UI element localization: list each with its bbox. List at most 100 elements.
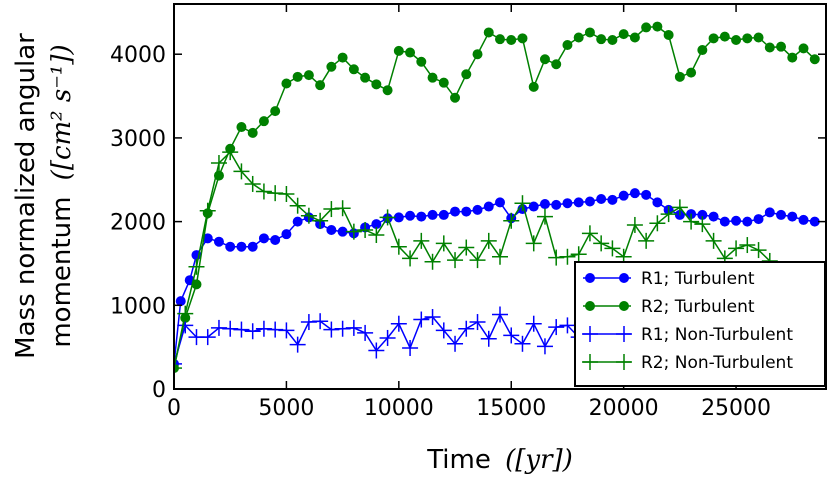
- point-r2-turbulent-57: [809, 54, 820, 65]
- point-r1-turbulent-44: [652, 197, 663, 208]
- point-r1-turbulent-12: [292, 216, 303, 227]
- point-r1-non-turbulent-12: [300, 314, 317, 331]
- legend-entry-r1-turbulent: R1; Turbulent: [583, 269, 755, 289]
- point-r1-turbulent-54: [764, 207, 775, 218]
- point-r2-turbulent-31: [517, 33, 528, 44]
- point-r2-turbulent-44: [663, 29, 674, 40]
- point-r1-turbulent-38: [584, 196, 595, 207]
- point-r2-turbulent-20: [393, 45, 404, 56]
- point-r2-turbulent-7: [247, 127, 258, 138]
- point-r2-non-turbulent-17: [357, 221, 374, 238]
- point-r2-non-turbulent-26: [458, 239, 475, 256]
- legend: R1; Turbulent R2; Turbulent R1; Non-Turbul…: [574, 261, 826, 387]
- point-r2-turbulent-16: [348, 64, 359, 75]
- point-r2-non-turbulent-33: [536, 208, 553, 225]
- point-r1-turbulent-1: [175, 296, 186, 307]
- point-r1-non-turbulent-6: [233, 321, 250, 338]
- point-r2-turbulent-22: [416, 56, 427, 67]
- point-r1-turbulent-21: [393, 212, 404, 223]
- point-r1-turbulent-40: [607, 194, 618, 205]
- point-r2-non-turbulent-44: [660, 206, 677, 223]
- point-r1-turbulent-5: [213, 236, 224, 247]
- point-r1-turbulent-10: [270, 235, 281, 246]
- y-tick-label-0: 0: [152, 378, 166, 403]
- point-r2-non-turbulent-50: [728, 240, 745, 257]
- series-layer: [174, 21, 820, 377]
- point-r1-non-turbulent-34: [548, 319, 565, 336]
- point-r1-non-turbulent-29: [492, 306, 508, 323]
- point-r1-turbulent-41: [618, 190, 629, 201]
- point-r1-non-turbulent-26: [458, 320, 475, 337]
- point-r2-turbulent-24: [438, 77, 449, 88]
- point-r2-turbulent-36: [573, 32, 584, 43]
- point-r1-turbulent-51: [731, 215, 742, 226]
- point-r1-non-turbulent-0: [174, 355, 182, 372]
- point-r1-non-turbulent-17: [357, 324, 374, 341]
- x-axis-label: Time ([yr]): [426, 445, 573, 475]
- point-r1-turbulent-43: [641, 189, 652, 200]
- point-r2-non-turbulent-15: [334, 200, 351, 217]
- point-r2-non-turbulent-5: [222, 144, 239, 161]
- point-r2-turbulent-46: [686, 67, 697, 78]
- point-r1-turbulent-34: [539, 199, 550, 210]
- point-r1-non-turbulent-16: [345, 319, 362, 336]
- point-r2-turbulent-32: [528, 81, 539, 92]
- point-r2-non-turbulent-10: [278, 185, 295, 202]
- point-r2-non-turbulent-11: [289, 197, 306, 214]
- point-r2-non-turbulent-18: [368, 227, 385, 243]
- point-r2-non-turbulent-21: [402, 250, 419, 267]
- point-r1-turbulent-29: [483, 201, 494, 212]
- point-r2-turbulent-41: [629, 32, 640, 43]
- point-r2-turbulent-42: [641, 22, 652, 33]
- x-tick-label-0: 0: [167, 396, 181, 421]
- y-tick-label-3: 3000: [110, 127, 166, 152]
- point-r2-non-turbulent-29: [492, 248, 508, 265]
- point-r2-turbulent-52: [753, 32, 764, 43]
- point-r1-turbulent-52: [742, 216, 753, 227]
- point-r1-turbulent-26: [450, 206, 461, 217]
- point-r2-non-turbulent-36: [570, 246, 587, 263]
- point-r1-turbulent-35: [551, 199, 562, 210]
- point-r2-turbulent-53: [764, 42, 775, 53]
- point-r1-turbulent-23: [416, 211, 427, 222]
- point-r2-turbulent-50: [731, 34, 742, 45]
- point-r1-turbulent-16: [337, 226, 348, 237]
- point-r2-turbulent-56: [798, 43, 809, 54]
- point-r1-turbulent-9: [258, 233, 269, 244]
- point-r2-non-turbulent-4: [210, 155, 227, 172]
- point-r2-turbulent-17: [360, 72, 371, 83]
- point-r2-non-turbulent-24: [435, 235, 452, 252]
- point-r2-turbulent-54: [776, 41, 787, 52]
- point-r2-turbulent-34: [551, 59, 562, 70]
- point-r1-turbulent-36: [562, 198, 573, 209]
- point-r1-non-turbulent-14: [323, 321, 340, 338]
- point-r2-turbulent-28: [483, 27, 494, 38]
- point-r1-non-turbulent-30: [503, 327, 520, 344]
- point-r1-non-turbulent-15: [334, 320, 351, 337]
- point-r2-turbulent-49: [719, 31, 730, 42]
- point-r2-non-turbulent-46: [683, 213, 700, 230]
- point-r2-non-turbulent-34: [548, 249, 565, 266]
- y-axis-unit: ([cm² s⁻¹]): [47, 44, 77, 180]
- y-axis-label-line1: Mass normalized angular: [11, 33, 41, 359]
- point-r2-non-turbulent-19: [379, 209, 396, 226]
- point-r2-turbulent-11: [292, 71, 303, 82]
- legend-marker-r1-turbulent-b: [619, 273, 629, 283]
- point-r1-non-turbulent-4: [210, 319, 227, 336]
- point-r2-non-turbulent-25: [447, 252, 464, 269]
- point-r2-non-turbulent-14: [323, 201, 340, 218]
- point-r1-non-turbulent-27: [469, 314, 486, 331]
- point-r2-non-turbulent-6: [233, 163, 250, 180]
- point-r2-non-turbulent-37: [581, 225, 598, 242]
- point-r1-non-turbulent-11: [289, 336, 306, 353]
- legend-marker-r2-non-turbulent-a: [582, 354, 598, 370]
- point-r2-turbulent-19: [382, 85, 393, 96]
- point-r2-turbulent-9: [270, 106, 281, 117]
- point-r2-turbulent-33: [539, 54, 550, 65]
- point-r1-turbulent-56: [787, 211, 798, 222]
- point-r2-turbulent-30: [506, 34, 517, 45]
- x-tick-label-2: 10000: [364, 396, 434, 421]
- point-r2-non-turbulent-48: [705, 232, 722, 249]
- point-r2-turbulent-26: [461, 69, 472, 80]
